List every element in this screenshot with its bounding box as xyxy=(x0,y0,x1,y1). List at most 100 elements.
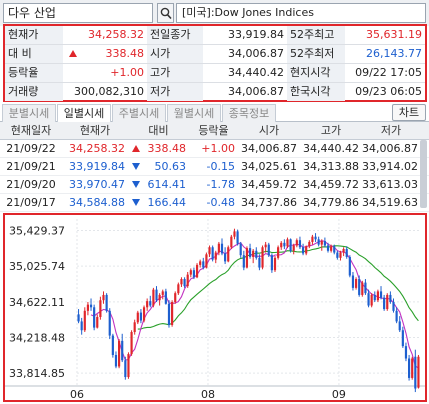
cell-text: 34,258.32 xyxy=(69,142,125,155)
quote-value: +1.00 xyxy=(63,64,147,82)
row-divider xyxy=(5,63,425,64)
cell-rate: -0.48 xyxy=(189,194,238,212)
candle-body xyxy=(342,249,345,253)
candle-body xyxy=(333,246,336,253)
candle-body xyxy=(280,242,283,248)
quote-label: 한국시각 xyxy=(287,83,345,101)
candle-body xyxy=(236,231,239,244)
candle-body xyxy=(330,246,333,251)
cell-text: 33,613.03 xyxy=(362,178,418,191)
candle-body xyxy=(295,240,298,246)
cell-rate: -0.15 xyxy=(189,158,238,176)
column-header: 저가 xyxy=(380,124,402,137)
candle-body xyxy=(367,293,370,306)
cell-text: 33,919.84 xyxy=(69,160,125,173)
candle-body xyxy=(167,303,171,325)
quote-label: 52주최고 xyxy=(287,26,345,44)
y-tick-label: 35,429.37 xyxy=(9,225,65,238)
column-header: 시가 xyxy=(258,124,280,137)
candle-body xyxy=(339,252,342,258)
table-scrollbar[interactable] xyxy=(420,140,427,208)
cell-rate: +1.00 xyxy=(189,140,238,158)
tab-3[interactable]: 주별시세 xyxy=(112,104,166,122)
candle-body xyxy=(267,244,270,256)
tab-4[interactable]: 월별시세 xyxy=(167,104,221,122)
candle-body xyxy=(186,274,189,287)
cell-text: 50.63 xyxy=(154,160,187,173)
quote-row: 등락율 +1.00 고가 34,440.42 현지시각 09/22 17:05 xyxy=(5,64,425,82)
up-arrow-icon xyxy=(69,50,77,57)
candle-body xyxy=(111,335,114,355)
candle-body xyxy=(86,304,90,311)
quote-value: 09/22 17:05 xyxy=(345,64,425,82)
quote-value-text: 33,919.84 xyxy=(228,28,284,41)
candle-body xyxy=(354,279,358,288)
chart-button[interactable]: 차트 xyxy=(392,104,426,121)
column-header: 대비 xyxy=(148,124,169,137)
cell-text: 34,006.87 xyxy=(362,142,418,155)
quote-value-text: +1.00 xyxy=(110,66,144,79)
table-row[interactable]: 21/09/17 34,584.88 166.44 -0.48 34,737.86 34,… xyxy=(0,194,429,212)
candle-body xyxy=(142,307,146,321)
x-tick-label: 09 xyxy=(332,388,346,400)
up-arrow-icon xyxy=(132,145,140,152)
down-arrow-icon xyxy=(132,181,140,188)
candle-body xyxy=(336,252,339,258)
candle-body xyxy=(192,270,196,278)
table-row[interactable]: 21/09/22 34,258.32 338.48 +1.00 34,006.87 34,… xyxy=(0,140,429,158)
candle-body xyxy=(130,332,133,355)
candle-body xyxy=(233,231,236,237)
quote-label: 고가 xyxy=(147,64,203,82)
candle-body xyxy=(114,354,118,367)
candle-body xyxy=(289,239,292,251)
cell-high: 34,440.42 xyxy=(300,140,362,158)
candle-body xyxy=(127,354,130,378)
y-tick-label: 33,814.85 xyxy=(9,367,65,380)
table-row[interactable]: 21/09/20 33,970.47 614.41 -1.78 34,459.72 34,… xyxy=(0,176,429,194)
candle-body xyxy=(177,284,180,294)
index-name-field[interactable]: [미국]:Dow Jones Indices xyxy=(176,3,426,23)
cell-text: 33,970.47 xyxy=(69,178,125,191)
cell-text: 21/09/20 xyxy=(6,178,56,191)
candle-body xyxy=(345,249,348,257)
stock-name-field[interactable]: 다우 산업 xyxy=(3,3,153,23)
candle-body xyxy=(136,312,139,323)
quote-label: 시가 xyxy=(147,45,203,63)
y-tick-label: 34,218.48 xyxy=(9,331,65,344)
candle-body xyxy=(379,291,383,298)
candle-body xyxy=(305,246,308,254)
table-row[interactable]: 21/09/21 33,919.84 50.63 -0.15 34,025.61 34,3… xyxy=(0,158,429,176)
row-divider xyxy=(5,82,425,83)
candle-body xyxy=(351,275,355,288)
table-header: 현재일자 현재가 대비 등락율 시가 고가 저가 xyxy=(0,122,429,140)
quote-value-text: 34,006.87 xyxy=(228,85,284,98)
candle-body xyxy=(311,236,314,242)
candle-body xyxy=(264,244,267,248)
candle-body xyxy=(180,279,183,285)
candle-body xyxy=(348,256,351,276)
cell-text: 21/09/17 xyxy=(6,196,56,209)
candle-body xyxy=(283,242,286,247)
cell-text: 34,779.86 xyxy=(303,196,359,209)
y-tick-label: 34,622.11 xyxy=(9,296,65,309)
cell-change: 614.41 xyxy=(128,176,189,194)
quote-label: 등락율 xyxy=(5,64,63,82)
cell-text: 34,440.42 xyxy=(303,142,359,155)
cell-text: 33,914.02 xyxy=(362,160,418,173)
candle-body xyxy=(417,356,420,388)
quote-value-text: 338.48 xyxy=(105,47,145,60)
candle-body xyxy=(273,257,277,271)
candlestick-chart: 35,429.37 35,025.74 34,622.11 34,218.48 33,8… xyxy=(3,213,427,402)
search-button[interactable] xyxy=(157,3,174,23)
tab-5[interactable]: 종목정보 xyxy=(222,104,276,122)
quote-value-text: 34,440.42 xyxy=(228,66,284,79)
tab-2[interactable]: 일별시세 xyxy=(57,104,111,123)
quote-row: 거래량 300,082,310 저가 34,006.87 한국시각 09/23 06:05 xyxy=(5,83,425,101)
candle-body xyxy=(248,248,252,257)
quote-label: 현지시각 xyxy=(287,64,345,82)
chart-canvas: 35,429.37 35,025.74 34,622.11 34,218.48 33,8… xyxy=(5,219,425,400)
candle-body xyxy=(152,289,155,306)
tab-1[interactable]: 분별시세 xyxy=(2,104,56,122)
x-tick-label: 06 xyxy=(70,388,84,400)
quote-label: 전일종가 xyxy=(147,26,203,44)
